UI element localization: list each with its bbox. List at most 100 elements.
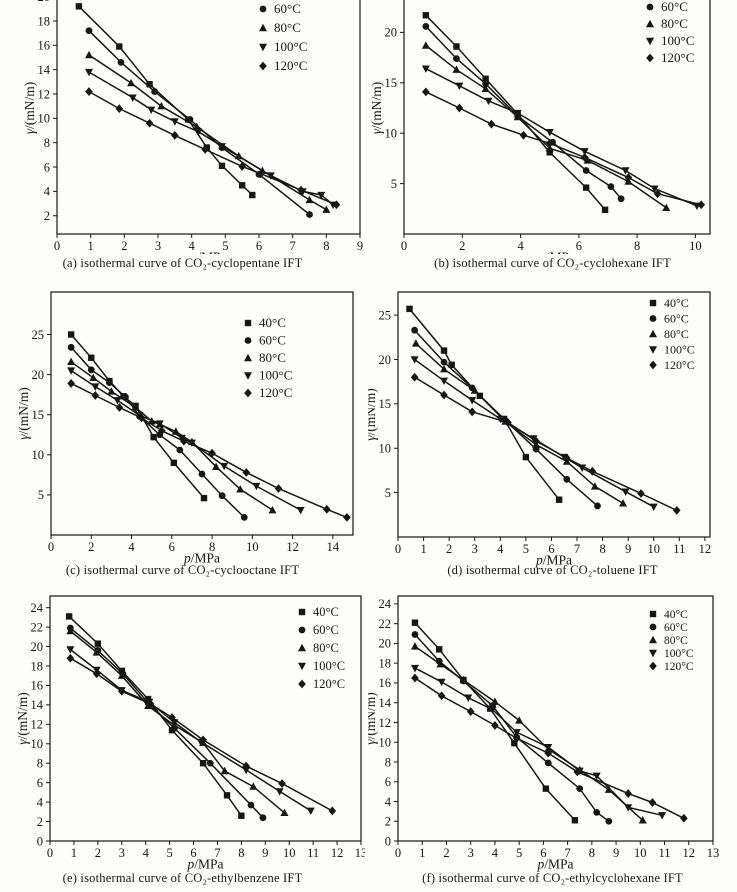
triangle-down-marker [410,664,419,673]
circle-marker [582,167,590,174]
legend-label: 60°C [661,0,688,14]
x-tick-label: 8 [209,540,215,554]
legend-item-80°C: 80°C [259,20,301,35]
legend-label: 100°C [661,33,694,48]
diamond-marker [440,390,448,400]
legend-label: 60°C [259,333,286,348]
x-tick-label: 9 [625,542,631,556]
x-tick-label: 6 [256,239,262,253]
x-tick-label: 9 [262,846,268,860]
triangle-down-marker [484,97,493,106]
triangle-down-marker [650,185,659,193]
legend-label: 40°C [664,609,688,621]
circle-marker [67,343,75,351]
diamond-marker [297,185,305,195]
triangle-down-marker [187,439,196,447]
x-tick-label: 12 [286,540,299,554]
y-tick-label: 8 [37,757,43,771]
series-line [414,376,678,512]
y-tick-label: 6 [385,775,391,789]
x-tick-label: 7 [564,846,570,860]
square-marker [65,613,73,620]
circle-marker [105,379,113,387]
x-axis-label: p/MPa [189,250,226,255]
diamond-marker [242,761,250,771]
chart-e-legend: 40°C 60°C 80°C 100°C 120°C [298,605,345,691]
legend-item-60°C: 60°C [298,623,339,637]
legend-item-120°C: 120°C [298,677,345,691]
x-tick-label: 8 [599,542,605,556]
legend-item-120°C: 120°C [649,358,695,372]
legend-item-100°C: 100°C [259,39,307,54]
x-tick-label: 5 [166,846,172,860]
x-axis-label: p/MPa [186,857,223,872]
legend-item-40°C: 40°C [298,605,339,619]
y-tick-label: 18 [379,656,392,670]
triangle-down-marker [91,383,100,391]
triangle-up-marker [481,84,490,93]
chart-a-caption: (a) isothermal curve of CO₂-cyclopentane… [62,256,303,270]
y-tick-label: 16 [379,676,392,690]
triangle-down-marker [649,503,658,512]
chart-d-canvas: 5101520250123456789101112p/MPaγ/(mN/m)40… [368,291,711,568]
square-marker [238,182,246,189]
diamond-marker [580,152,589,162]
y-tick-label: 15 [32,408,45,422]
x-tick-label: 1 [419,846,425,860]
triangle-down-marker [128,94,137,102]
triangle-up-marker [411,339,420,347]
diamond-marker [624,173,633,182]
chart-d-plot-area: 5101520250123456789101112p/MPaγ/(mN/m)40… [368,290,737,572]
y-tick-label: 4 [385,795,392,809]
y-tick-label: 22 [31,620,44,634]
triangle-up-marker [490,697,499,705]
triangle-up-marker [545,144,554,152]
diamond-marker [648,798,657,807]
diamond-marker [487,119,496,129]
triangle-up-marker [459,675,468,684]
y-tick-label: 10 [379,442,392,456]
y-tick-label: 6 [37,776,43,790]
legend-item-40°C: 40°C [649,296,689,310]
diamond-marker [468,407,476,417]
square-marker [199,760,207,767]
legend-label: 80°C [661,16,688,31]
x-tick-label: 2 [95,846,101,860]
triangle-down-marker [468,397,477,405]
y-axis-label: γ/(mN/m) [15,692,30,745]
y-tick-label: 12 [379,716,392,730]
x-tick-label: 3 [155,239,161,253]
x-tick-label: 8 [238,846,244,860]
y-axis-label: γ/(mN/m) [369,82,384,135]
y-tick-label: 0 [37,834,43,848]
diamond-marker [256,169,265,179]
triangle-down-marker [464,694,473,702]
series-line [414,677,685,819]
triangle-up-marker [305,195,314,204]
diamond-marker [624,789,632,798]
triangle-up-marker [421,41,430,49]
x-tick-label: 10 [634,846,647,860]
x-axis-label: p/MPa [536,857,573,872]
x-tick-label: 7 [214,846,220,860]
chart-a-plot-area: 24681012141618200123456789p/MPaγ/(mN/m)4… [0,0,365,254]
legend-item-120°C: 120°C [646,50,694,65]
chart-d-series-60°C [411,326,601,510]
y-tick-label: 14 [379,696,392,710]
y-tick-label: 4 [37,795,44,809]
x-tick-label: 0 [395,542,401,556]
diamond-marker [115,403,124,412]
circle-marker [593,808,601,816]
y-tick-label: 16 [31,679,44,693]
chart-e-series-40°C [65,613,245,819]
triangle-up-marker [220,766,229,775]
square-marker [238,812,245,819]
diamond-marker [411,673,419,683]
diamond-marker [168,713,176,722]
legend-label: 40°C [664,296,689,310]
legend-item-100°C: 100°C [298,659,345,673]
y-tick-label: 10 [379,736,392,750]
triangle-down-marker [621,167,630,175]
